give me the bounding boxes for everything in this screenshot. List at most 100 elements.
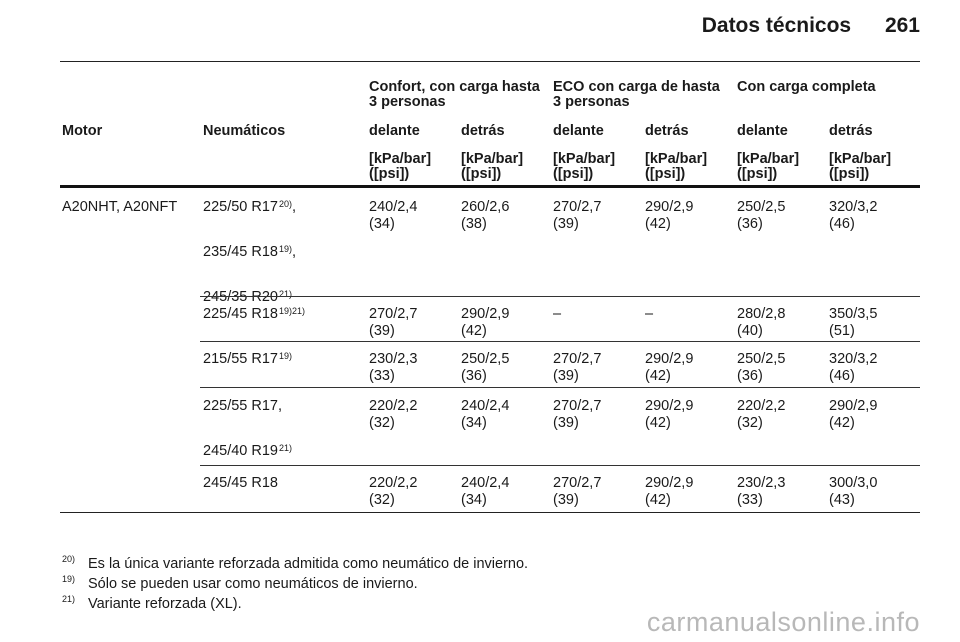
footnote-ref: 19) [278, 244, 292, 254]
pressure-psi: (34) [461, 415, 487, 431]
pressure-value: 260/2,6 (38) [461, 199, 509, 233]
footnote-ref: 21) [278, 289, 292, 299]
table-header-rule [60, 185, 920, 188]
unit-line: [kPa/bar] [369, 151, 432, 167]
unit-header: [kPa/bar] ([psi]) [369, 152, 431, 182]
pressure-kpa-bar: 290/2,9 [645, 351, 694, 367]
pressure-kpa-bar: 350/3,5 [829, 306, 878, 322]
pressure-kpa-bar: 240/2,4 [461, 475, 510, 491]
page-title: Datos técnicos [701, 14, 852, 37]
pressure-value: 280/2,8 (40) [737, 306, 785, 340]
unit-line: ([psi]) [553, 166, 594, 182]
pressure-value: 320/3,2 (46) [829, 199, 877, 233]
pressure-value: 350/3,5 (51) [829, 306, 877, 340]
pressure-value: 250/2,5 (36) [737, 351, 785, 385]
pressure-value: 290/2,9 (42) [645, 475, 693, 509]
footnote-text: Sólo se pueden usar como neumáticos de i… [88, 576, 418, 592]
pressure-kpa-bar: 270/2,7 [369, 306, 418, 322]
pressure-value: 270/2,7 (39) [553, 398, 601, 432]
unit-header: [kPa/bar] ([psi]) [461, 152, 523, 182]
pressure-kpa-bar: – [553, 306, 562, 322]
pressure-kpa-bar: – [645, 306, 654, 322]
column-header: delante [553, 123, 604, 139]
pressure-kpa-bar: 250/2,5 [737, 199, 786, 215]
pressure-value: 240/2,4 (34) [461, 475, 509, 509]
pressure-value: 220/2,2 (32) [737, 398, 785, 432]
page-header: Datos técnicos 261 [702, 14, 920, 38]
pressure-value: 250/2,5 (36) [737, 199, 785, 233]
unit-line: ([psi]) [369, 166, 410, 182]
pressure-value: 270/2,7 (39) [369, 306, 417, 340]
footnote-ref: 19)21) [278, 306, 305, 316]
pressure-value: 270/2,7 (39) [553, 475, 601, 509]
header-rule [60, 61, 920, 62]
pressure-value: 290/2,9 (42) [645, 199, 693, 233]
column-header: detrás [829, 123, 873, 139]
watermark: carmanualsonline.info [646, 607, 920, 637]
pressure-psi: (46) [829, 368, 855, 384]
tire-size-separator: , [292, 244, 297, 260]
unit-line: ([psi]) [461, 166, 502, 182]
tire-size: 245/45 R18 [203, 475, 278, 492]
pressure-psi: (32) [369, 492, 395, 508]
pressure-value: 270/2,7 (39) [553, 199, 601, 233]
pressure-value: – [553, 306, 561, 323]
group-header-line: 3 personas [369, 94, 446, 110]
pressure-psi: (33) [737, 492, 763, 508]
unit-line: ([psi]) [737, 166, 778, 182]
group-header-line: ECO con carga de hasta [553, 79, 720, 95]
row-rule [200, 465, 920, 466]
pressure-psi: (39) [369, 323, 395, 339]
pressure-value: 240/2,4 (34) [369, 199, 417, 233]
pressure-kpa-bar: 290/2,9 [645, 199, 694, 215]
pressure-value: 270/2,7 (39) [553, 351, 601, 385]
pressure-psi: (42) [645, 492, 671, 508]
tire-size: 215/55 R1719) [203, 351, 292, 368]
pressure-psi: (42) [461, 323, 487, 339]
pressure-psi: (33) [369, 368, 395, 384]
pressure-psi: (42) [645, 216, 671, 232]
pressure-psi: (39) [553, 368, 579, 384]
tire-size-text: 245/40 R19 [203, 443, 278, 459]
pressure-value: 320/3,2 (46) [829, 351, 877, 385]
pressure-kpa-bar: 300/3,0 [829, 475, 878, 491]
pressure-kpa-bar: 270/2,7 [553, 398, 602, 414]
unit-header: [kPa/bar] ([psi]) [737, 152, 799, 182]
pressure-kpa-bar: 240/2,4 [369, 199, 418, 215]
footnote-ref: 19) [278, 351, 292, 361]
tire-size: 225/55 R17, [203, 398, 282, 415]
pressure-value: 290/2,9 (42) [645, 398, 693, 432]
tire-size-text: 245/35 R20 [203, 289, 278, 305]
pressure-psi: (36) [737, 216, 763, 232]
pressure-kpa-bar: 220/2,2 [369, 398, 418, 414]
pressure-value: 220/2,2 (32) [369, 475, 417, 509]
footnote-ref: 21) [278, 443, 292, 453]
tire-size-text: 225/45 R18 [203, 306, 278, 322]
pressure-kpa-bar: 320/3,2 [829, 351, 878, 367]
pressure-value: 290/2,9 (42) [645, 351, 693, 385]
pressure-psi: (40) [737, 323, 763, 339]
column-header: delante [737, 123, 788, 139]
unit-header: [kPa/bar] ([psi]) [645, 152, 707, 182]
group-header: ECO con carga de hasta 3 personas [553, 80, 720, 110]
column-header: Motor [62, 123, 103, 139]
unit-header: [kPa/bar] ([psi]) [553, 152, 615, 182]
pressure-kpa-bar: 320/3,2 [829, 199, 878, 215]
pressure-psi: (36) [737, 368, 763, 384]
page-number: 261 [884, 14, 920, 37]
pressure-kpa-bar: 290/2,9 [829, 398, 878, 414]
pressure-kpa-bar: 270/2,7 [553, 475, 602, 491]
pressure-psi: (39) [553, 216, 579, 232]
group-header-line: Con carga completa [737, 79, 876, 95]
pressure-value: 220/2,2 (32) [369, 398, 417, 432]
pressure-psi: (42) [645, 415, 671, 431]
pressure-kpa-bar: 240/2,4 [461, 398, 510, 414]
pressure-kpa-bar: 220/2,2 [369, 475, 418, 491]
footnote-number: 19) [62, 574, 76, 584]
pressure-value: 240/2,4 (34) [461, 398, 509, 432]
column-header: detrás [461, 123, 505, 139]
tire-size-text: 245/45 R18 [203, 475, 278, 491]
pressure-kpa-bar: 230/2,3 [737, 475, 786, 491]
tire-size: 235/45 R1819), [203, 244, 296, 261]
pressure-kpa-bar: 290/2,9 [461, 306, 510, 322]
